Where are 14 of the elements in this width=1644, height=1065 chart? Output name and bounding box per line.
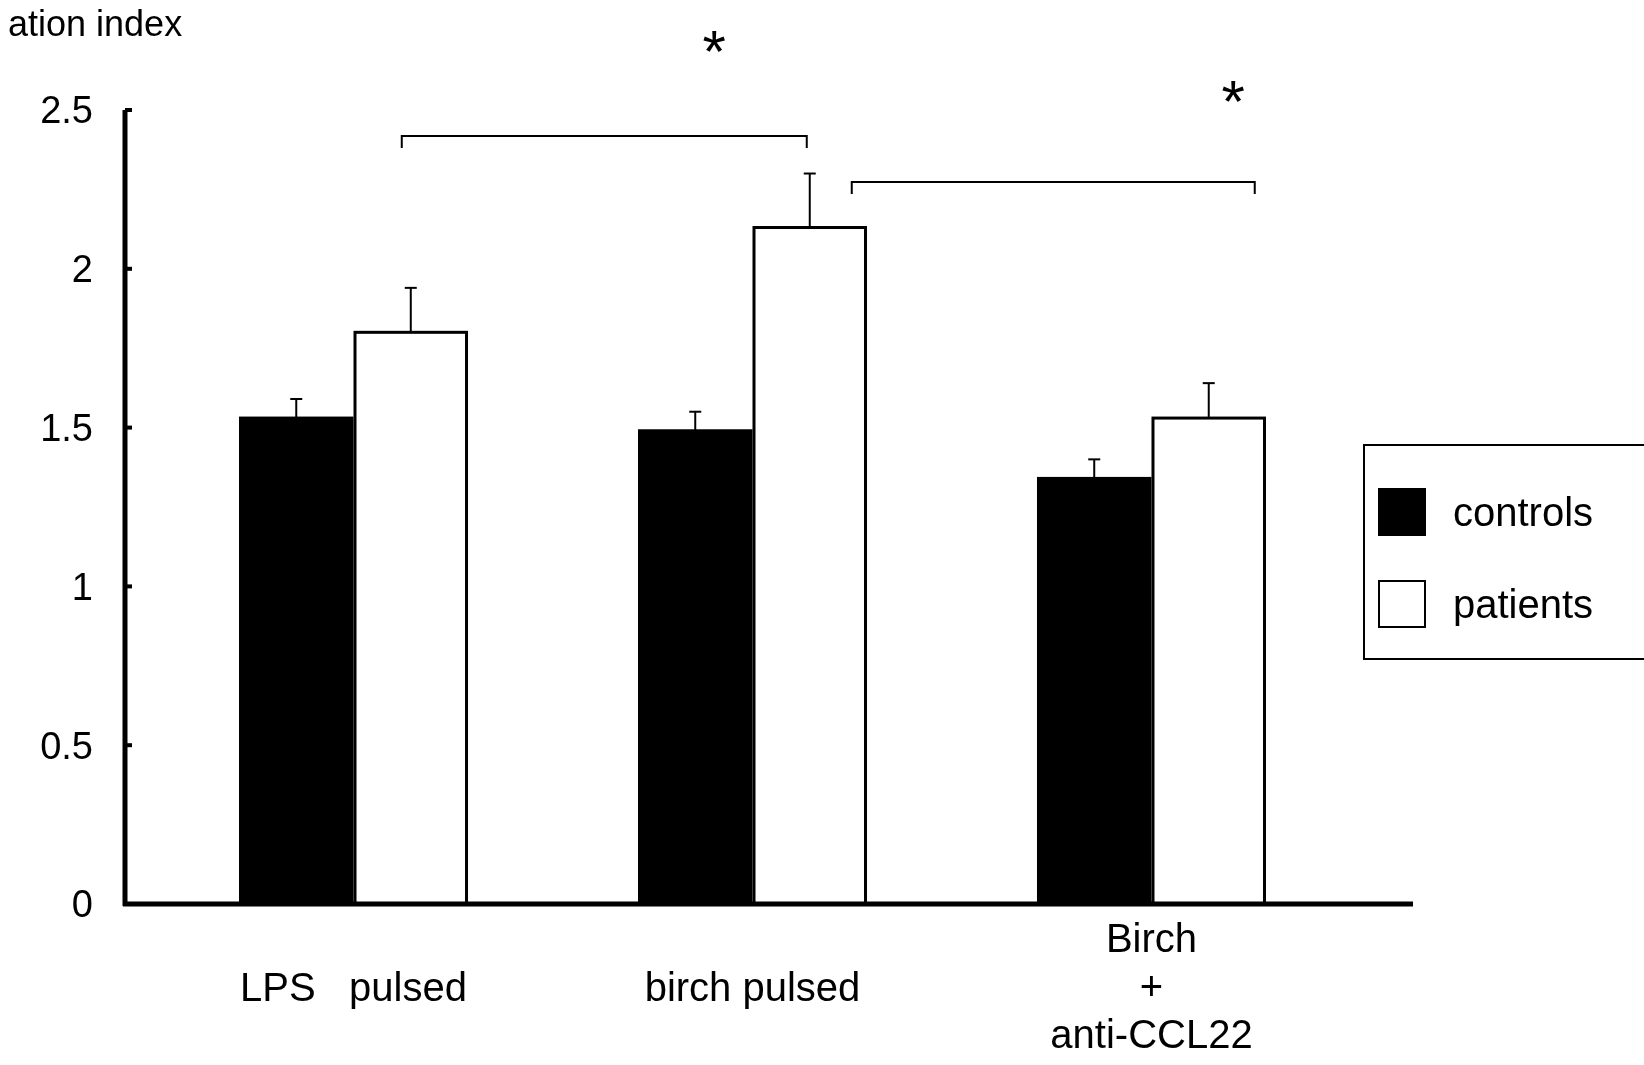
y-tick-label: 2.5 bbox=[40, 89, 93, 132]
x-tick-label: birch pulsed bbox=[644, 965, 861, 1009]
y-tick-label: 0.5 bbox=[40, 724, 93, 767]
legend-label: controls bbox=[1453, 490, 1594, 534]
x-tick-label: LPS pulsed bbox=[240, 965, 467, 1009]
text: * bbox=[702, 18, 726, 85]
y-tick-label: 0 bbox=[71, 883, 93, 926]
x-tick-label: Birch + anti-CCL22 bbox=[1050, 916, 1253, 1056]
y-tick-label: 1 bbox=[71, 565, 93, 608]
y-tick-label: 2 bbox=[71, 248, 93, 291]
y-axis-title: ation index bbox=[8, 3, 183, 44]
legend-label: patients bbox=[1453, 582, 1594, 626]
y-tick-label: 1.5 bbox=[40, 406, 93, 449]
annotation: * bbox=[1221, 68, 1245, 135]
